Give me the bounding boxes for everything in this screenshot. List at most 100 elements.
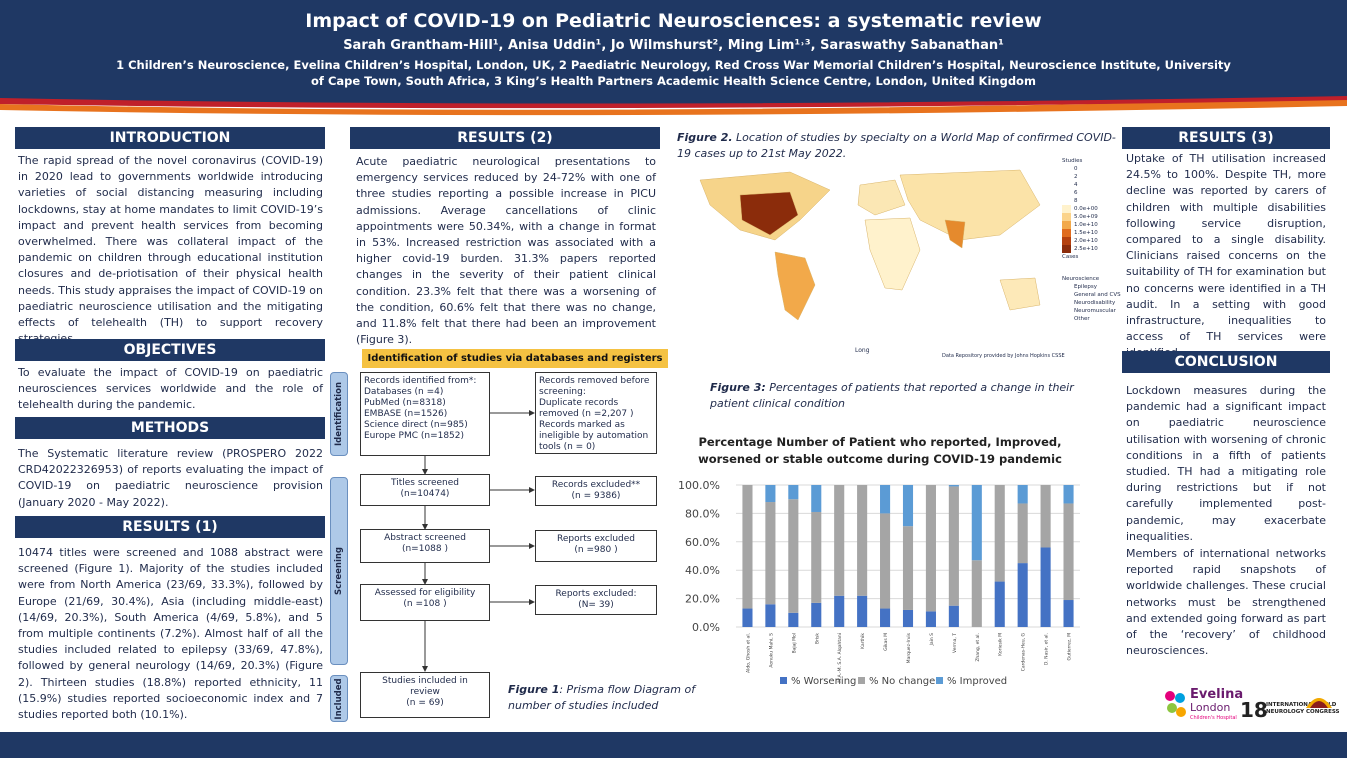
figure-label: Figure 3: <box>710 381 766 394</box>
chart: Percentage Number of Patient who reporte… <box>678 435 1080 687</box>
prisma-text: removed (n =2,207 ) <box>539 409 634 419</box>
y-tick-label: 60.0% <box>685 536 720 549</box>
legend-swatch <box>1062 221 1071 229</box>
figure-text: Location of studies by specialty on a Wo… <box>677 131 1116 160</box>
bar-segment <box>765 485 776 503</box>
bar-segment <box>1017 485 1028 504</box>
prisma-phase: Screening <box>330 477 348 665</box>
figure-text: Percentages of patients that reported a … <box>710 381 1074 410</box>
x-tick-label: Karthik <box>860 633 866 649</box>
legend-label: % No change <box>869 676 935 687</box>
paragraph: Members of international networks report… <box>1126 547 1326 658</box>
bar-segment <box>1063 600 1074 627</box>
bar-segment <box>834 595 845 627</box>
prisma-text: (n=1088 ) <box>401 544 449 554</box>
legend-item: 1.0e+10 <box>1062 221 1122 229</box>
bar-segment <box>1040 547 1051 627</box>
paragraph: The Systematic literature review (PROSPE… <box>18 447 323 509</box>
paragraph: The rapid spread of the novel coronaviru… <box>18 154 323 345</box>
section-heading: OBJECTIVES <box>15 339 325 361</box>
evelina-logo: Evelina London Children's Hospital <box>1162 688 1243 732</box>
figure-caption: Figure 2. Location of studies by special… <box>677 130 1117 162</box>
prisma-text: Duplicate records <box>539 398 619 408</box>
prisma-text: Records removed before <box>539 376 650 386</box>
legend-swatch <box>936 677 943 684</box>
map-axis-label: Long <box>855 347 870 354</box>
logo-text: Evelina <box>1190 687 1244 702</box>
legend-item: 6 <box>1074 190 1078 196</box>
prisma-box: Studies included in review (n = 69) <box>360 672 490 718</box>
bar-segment <box>880 485 891 514</box>
bar-segment <box>765 604 776 627</box>
legend-item: Neurodisability <box>1074 300 1116 306</box>
legend-title: Cases <box>1062 254 1079 260</box>
world-map <box>680 160 1060 340</box>
prisma-text: (n=10474) <box>400 489 450 499</box>
prisma-box: Reports excluded: (N= 39) <box>535 585 657 615</box>
prisma-text: PubMed (n=8318) <box>364 398 446 408</box>
legend-title: Neuroscience <box>1062 276 1100 282</box>
bar-segment <box>811 511 822 603</box>
y-tick-label: 40.0% <box>685 564 720 577</box>
figure-text: : Prisma flow Diagram of number of studi… <box>508 683 696 712</box>
header-swoosh <box>0 96 1347 116</box>
logo-icon <box>1165 691 1186 717</box>
prisma-text: Reports excluded <box>556 534 636 544</box>
prisma-text: Records excluded** <box>551 480 641 490</box>
bar-segment <box>971 560 982 627</box>
chart-title: Percentage Number of Patient who reporte… <box>698 435 1061 449</box>
bar-segment <box>811 602 822 627</box>
prisma-text: Assessed for eligibility <box>374 588 476 598</box>
bar-segment <box>925 611 936 627</box>
x-tick-label: Gikas M <box>883 633 889 651</box>
bar-segment <box>1017 503 1028 564</box>
bar-segment <box>948 486 959 606</box>
legend-swatch <box>780 677 787 684</box>
x-tick-label: Aonuku Mahi, S <box>768 633 774 668</box>
legend-item: 2.5e+10 <box>1062 245 1122 253</box>
phase-label: Screening <box>334 547 344 595</box>
legend-item: 1.5e+10 <box>1062 229 1122 237</box>
prisma-text: Titles screened <box>390 478 459 488</box>
legend-item: 0 <box>1074 166 1078 172</box>
prisma-text: EMBASE (n=1526) <box>364 409 448 419</box>
bar-segment <box>1040 485 1051 548</box>
map-legend: Studies 0 2 4 6 8 0.0e+00 5.0e+09 1.0e+10 1.5e+10… <box>1062 157 1122 323</box>
prisma-box: Records excluded** (n = 9386) <box>535 476 657 506</box>
prisma-box: Titles screened (n=10474) <box>360 474 490 506</box>
prisma-text: Reports excluded: <box>555 589 637 599</box>
paragraph: Acute paediatric neurological presentati… <box>356 155 656 347</box>
logo-text: 18 <box>1240 698 1268 722</box>
legend-item: 0.0e+00 <box>1062 205 1122 213</box>
prisma-text: Europe PMC (n=1852) <box>364 431 465 441</box>
bar-segment <box>742 608 753 627</box>
logo-text: INTERNATIONAL CHILD <box>1266 702 1337 708</box>
title: Impact of COVID-19 on Pediatric Neurosci… <box>305 10 1042 32</box>
bar-segment <box>834 485 845 596</box>
prisma-text: (N= 39) <box>578 600 614 610</box>
y-tick-label: 20.0% <box>685 593 720 606</box>
legend-item: Epilepsy <box>1074 284 1098 290</box>
prisma-box: Assessed for eligibility (n =108 ) <box>360 584 490 621</box>
section-heading: METHODS <box>15 417 325 439</box>
legend-item: 4 <box>1074 182 1078 188</box>
legend-item: 2 <box>1074 174 1078 180</box>
y-tick-label: 80.0% <box>685 507 720 520</box>
prisma-text: Databases (n =4) <box>364 387 444 397</box>
bar-segment <box>880 513 891 609</box>
logo-text: Children's Hospital <box>1190 715 1237 721</box>
section-heading: RESULTS (2) <box>350 127 660 149</box>
footer <box>0 732 1347 758</box>
bar-segment <box>902 609 914 627</box>
legend-label: % Worsening <box>791 676 856 687</box>
prisma-text: (n =980 ) <box>574 545 618 555</box>
prisma-text: (n = 69) <box>406 698 444 708</box>
figure-caption: Figure 1: Prisma flow Diagram of number … <box>508 682 698 714</box>
prisma-box: Records removed before screening: Duplicat… <box>535 372 657 454</box>
authors: Sarah Grantham-Hill¹, Anisa Uddin¹, Jo W… <box>343 38 1004 53</box>
section-heading: INTRODUCTION <box>15 127 325 149</box>
section-heading: RESULTS (1) <box>15 516 325 538</box>
logo-icon <box>1306 698 1332 708</box>
prisma-phase: Included <box>330 675 348 722</box>
